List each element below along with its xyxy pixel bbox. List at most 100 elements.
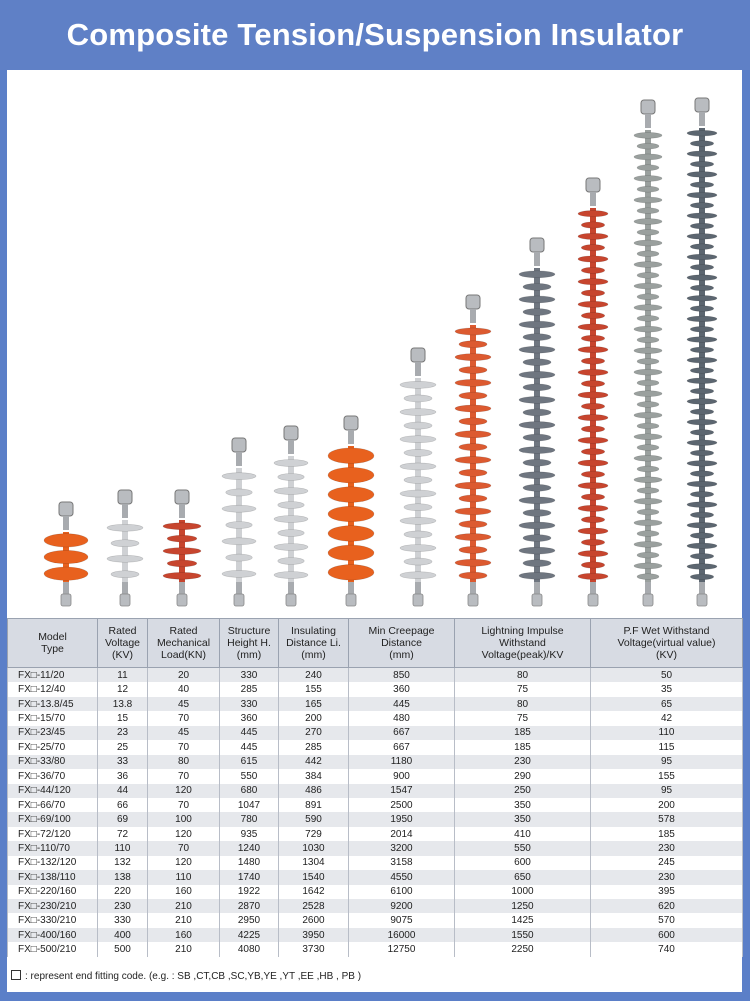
value-cell: 45 <box>147 696 220 712</box>
value-cell: 350 <box>454 797 591 813</box>
value-cell: 4550 <box>348 870 455 885</box>
value-cell: 230 <box>590 841 743 856</box>
value-cell: 1425 <box>454 913 591 928</box>
value-cell: 9075 <box>348 913 455 928</box>
value-cell: 200 <box>278 711 349 726</box>
value-cell: 42 <box>590 711 743 726</box>
value-cell: 900 <box>348 769 455 784</box>
insulator-6 <box>327 415 375 607</box>
value-cell: 220 <box>97 884 148 899</box>
value-cell: 570 <box>590 913 743 928</box>
value-cell: 3730 <box>278 942 349 957</box>
value-cell: 95 <box>590 754 743 770</box>
value-cell: 20 <box>147 667 220 683</box>
value-cell: 11 <box>97 667 148 683</box>
value-cell: 210 <box>147 913 220 928</box>
table-row: FX□-23/45 23 45 445 270 667 185 110 <box>7 725 743 741</box>
insulator-9 <box>518 237 556 607</box>
value-cell: 80 <box>147 754 220 770</box>
value-cell: 165 <box>278 696 349 712</box>
value-cell: 4080 <box>219 942 279 957</box>
value-cell: 9200 <box>348 899 455 914</box>
value-cell: 3200 <box>348 841 455 856</box>
value-cell: 138 <box>97 870 148 885</box>
table-body: FX□-11/20 11 20 330 240 850 80 50 FX□-12/40 12 40 2… <box>7 667 743 957</box>
value-cell: 680 <box>219 783 279 798</box>
model-cell: FX□-33/80 <box>7 754 98 770</box>
value-cell: 600 <box>454 855 591 871</box>
value-cell: 75 <box>454 682 591 697</box>
page-title: Composite Tension/Suspension Insulator <box>66 17 684 52</box>
table-row: FX□-12/40 12 40 285 155 360 75 35 <box>7 682 743 697</box>
value-cell: 1047 <box>219 797 279 813</box>
value-cell: 290 <box>454 769 591 784</box>
value-cell: 35 <box>590 682 743 697</box>
table-row: FX□-132/120 132 120 1480 1304 3158 600 245 <box>7 855 743 871</box>
footnote-text: : represent end fitting code. (e.g. : SB… <box>25 971 362 982</box>
content-panel: Model Type Rated Voltage (KV) Rated Mechanical… <box>7 70 743 992</box>
value-cell: 33 <box>97 754 148 770</box>
value-cell: 72 <box>97 826 148 842</box>
title-banner: Composite Tension/Suspension Insulator <box>0 0 750 70</box>
insulator-illustration <box>43 97 718 607</box>
value-cell: 2014 <box>348 826 455 842</box>
value-cell: 2870 <box>219 899 279 914</box>
value-cell: 45 <box>147 725 220 741</box>
model-cell: FX□-66/70 <box>7 797 98 813</box>
value-cell: 1547 <box>348 783 455 798</box>
value-cell: 395 <box>590 884 743 899</box>
value-cell: 70 <box>147 797 220 813</box>
value-cell: 70 <box>147 740 220 755</box>
table-row: FX□-400/160 400 160 4225 3950 16000 1550 600 <box>7 927 743 943</box>
table-row: FX□-110/70 110 70 1240 1030 3200 550 230 <box>7 841 743 856</box>
table-row: FX□-15/70 15 70 360 200 480 75 42 <box>7 711 743 726</box>
model-cell: FX□-15/70 <box>7 711 98 726</box>
model-cell: FX□-500/210 <box>7 942 98 957</box>
value-cell: 12750 <box>348 942 455 957</box>
value-cell: 2600 <box>278 913 349 928</box>
value-cell: 1922 <box>219 884 279 899</box>
model-cell: FX□-69/100 <box>7 812 98 827</box>
value-cell: 330 <box>219 667 279 683</box>
value-cell: 1540 <box>278 870 349 885</box>
value-cell: 15 <box>97 711 148 726</box>
value-cell: 95 <box>590 783 743 798</box>
value-cell: 330 <box>97 913 148 928</box>
value-cell: 110 <box>147 870 220 885</box>
spec-table-container: Model Type Rated Voltage (KV) Rated Mechanical… <box>7 618 743 957</box>
value-cell: 23 <box>97 725 148 741</box>
model-cell: FX□-25/70 <box>7 740 98 755</box>
insulator-4 <box>221 437 257 607</box>
value-cell: 80 <box>454 667 591 683</box>
value-cell: 36 <box>97 769 148 784</box>
value-cell: 445 <box>348 696 455 712</box>
value-cell: 6100 <box>348 884 455 899</box>
value-cell: 245 <box>590 855 743 871</box>
table-row: FX□-25/70 25 70 445 285 667 185 115 <box>7 740 743 755</box>
value-cell: 360 <box>348 682 455 697</box>
value-cell: 615 <box>219 754 279 770</box>
value-cell: 75 <box>454 711 591 726</box>
model-cell: FX□-72/120 <box>7 826 98 842</box>
value-cell: 500 <box>97 942 148 957</box>
column-header: Model Type <box>7 618 98 668</box>
value-cell: 200 <box>590 797 743 813</box>
value-cell: 13.8 <box>97 696 148 712</box>
value-cell: 1240 <box>219 841 279 856</box>
value-cell: 210 <box>147 899 220 914</box>
value-cell: 1304 <box>278 855 349 871</box>
value-cell: 185 <box>454 740 591 755</box>
value-cell: 850 <box>348 667 455 683</box>
model-cell: FX□-110/70 <box>7 841 98 856</box>
insulator-11 <box>633 99 663 607</box>
value-cell: 590 <box>278 812 349 827</box>
value-cell: 44 <box>97 783 148 798</box>
value-cell: 480 <box>348 711 455 726</box>
value-cell: 667 <box>348 725 455 741</box>
spec-table: Model Type Rated Voltage (KV) Rated Mechanical… <box>7 618 743 957</box>
value-cell: 1030 <box>278 841 349 856</box>
insulator-1 <box>43 501 89 607</box>
value-cell: 550 <box>219 769 279 784</box>
value-cell: 66 <box>97 797 148 813</box>
footnote: : represent end fitting code. (e.g. : SB… <box>11 970 361 982</box>
